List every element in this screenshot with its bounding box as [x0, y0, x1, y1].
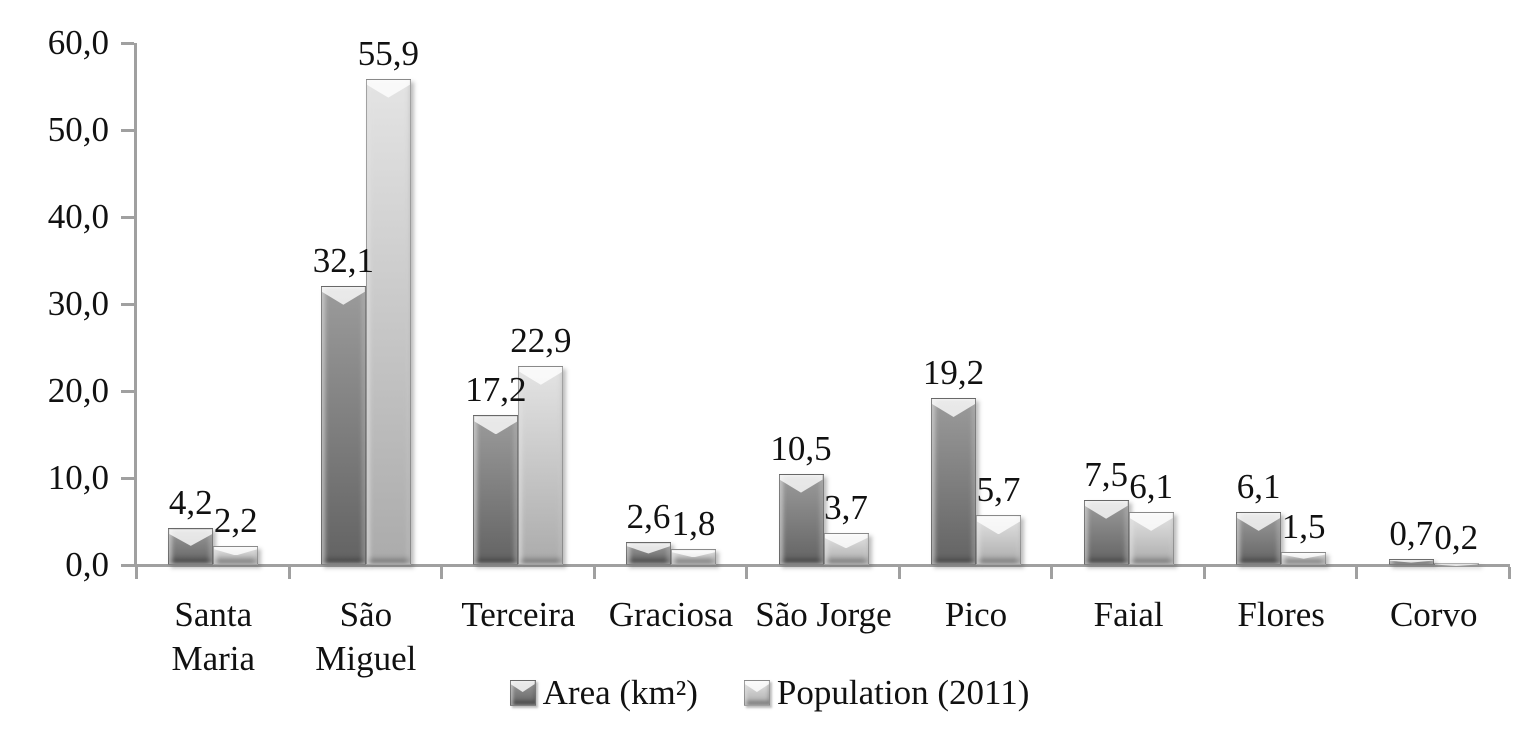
- population-bar: [670, 549, 716, 565]
- bar-bevel-highlight: [977, 516, 1021, 535]
- data-label: 19,2: [922, 352, 985, 392]
- category-label: Terceira: [461, 595, 576, 634]
- population-bar: [823, 532, 869, 565]
- y-tick: [121, 303, 134, 306]
- y-tick-label: 10,0: [47, 458, 109, 497]
- bar-bevel-highlight: [1129, 512, 1173, 531]
- y-tick-label: 50,0: [47, 110, 109, 149]
- y-tick: [121, 477, 134, 480]
- x-tick: [1508, 567, 1511, 579]
- bar-bevel-highlight: [1389, 559, 1433, 563]
- category-label: São Miguel: [315, 595, 417, 678]
- x-tick: [135, 567, 138, 579]
- population-bar: [213, 545, 259, 565]
- data-label: 2,2: [213, 500, 258, 540]
- legend-label-population: Population (2011): [776, 673, 1030, 712]
- y-tick: [121, 390, 134, 393]
- area-bar: [1388, 558, 1434, 565]
- y-tick: [121, 564, 134, 567]
- population-bar: [1433, 563, 1479, 566]
- area-bar: [473, 415, 519, 565]
- area-bar: [778, 473, 824, 565]
- data-label: 3,7: [824, 487, 868, 527]
- category-label: Corvo: [1389, 595, 1478, 634]
- data-label: 17,2: [465, 370, 527, 410]
- area-bar: [625, 542, 671, 565]
- category-label: Santa Maria: [171, 595, 256, 678]
- data-label: 22,9: [510, 320, 572, 360]
- data-label: 0,2: [1434, 518, 1479, 557]
- data-label: 1,5: [1281, 506, 1326, 546]
- y-tick: [121, 216, 134, 219]
- population-bar: [518, 365, 564, 565]
- data-label: 10,5: [770, 428, 832, 468]
- x-tick: [1355, 567, 1359, 579]
- x-tick: [897, 567, 901, 579]
- population-bar: [976, 515, 1022, 565]
- area-bar: [168, 528, 214, 565]
- data-label: 6,1: [1236, 466, 1281, 506]
- bar-bevel-highlight: [1237, 512, 1281, 531]
- category-label: Faial: [1093, 595, 1164, 634]
- bar-bevel-highlight: [1282, 552, 1326, 559]
- bar-bevel-highlight: [824, 533, 868, 549]
- legend-item-area: Area (km²): [509, 671, 698, 715]
- bar-bevel-highlight: [671, 550, 715, 558]
- legend-marker-population-icon: [743, 680, 770, 706]
- data-label: 6,1: [1129, 466, 1173, 506]
- x-tick: [287, 567, 291, 579]
- y-axis: [134, 43, 137, 567]
- bar-bevel-highlight: [932, 398, 976, 417]
- population-bar: [1281, 551, 1327, 565]
- legend-item-population: Population (2011): [743, 671, 1030, 715]
- y-tick: [121, 42, 134, 45]
- bar-bevel-highlight: [366, 79, 410, 98]
- data-label: 2,6: [626, 497, 671, 537]
- bar-bevel-highlight: [1084, 500, 1128, 519]
- x-axis: [134, 564, 1510, 567]
- y-tick-label: 40,0: [47, 197, 109, 236]
- area-bar: [320, 285, 366, 565]
- area-bar: [1236, 511, 1282, 565]
- data-label: 32,1: [312, 240, 374, 280]
- x-tick: [1050, 567, 1054, 579]
- x-tick: [745, 567, 749, 579]
- bar-bevel-highlight: [779, 474, 823, 493]
- data-label: 5,7: [976, 470, 1021, 510]
- x-tick: [1202, 567, 1206, 579]
- data-label: 7,5: [1084, 454, 1128, 494]
- bar-bevel-highlight: [474, 416, 518, 435]
- y-tick-label: 60,0: [47, 23, 109, 62]
- data-label: 1,8: [671, 504, 716, 544]
- data-label: 0,7: [1389, 513, 1434, 553]
- y-tick-label: 20,0: [47, 371, 109, 410]
- y-tick-label: 0,0: [65, 545, 109, 584]
- population-bar: [1128, 511, 1174, 565]
- bar-bevel-highlight: [321, 286, 365, 305]
- x-tick: [592, 567, 596, 579]
- bar-bevel-highlight: [214, 546, 258, 556]
- y-tick: [121, 129, 134, 132]
- category-label: Pico: [944, 595, 1008, 634]
- area-bar: [1083, 499, 1129, 565]
- population-bar: [365, 78, 411, 565]
- category-label: Flores: [1237, 595, 1325, 634]
- legend-label-area: Area (km²): [542, 673, 698, 712]
- data-label: 4,2: [168, 483, 213, 523]
- bar-bevel-highlight: [626, 543, 670, 554]
- y-tick-label: 30,0: [47, 284, 109, 323]
- legend: Area (km²) Population (2011): [0, 671, 1539, 715]
- bar-bevel-highlight: [169, 529, 213, 546]
- x-tick: [440, 567, 444, 579]
- legend-marker-area-icon: [509, 680, 536, 706]
- area-bar: [931, 397, 977, 565]
- category-label: São Jorge: [755, 595, 892, 634]
- data-label: 55,9: [357, 33, 419, 73]
- category-label: Graciosa: [608, 595, 734, 634]
